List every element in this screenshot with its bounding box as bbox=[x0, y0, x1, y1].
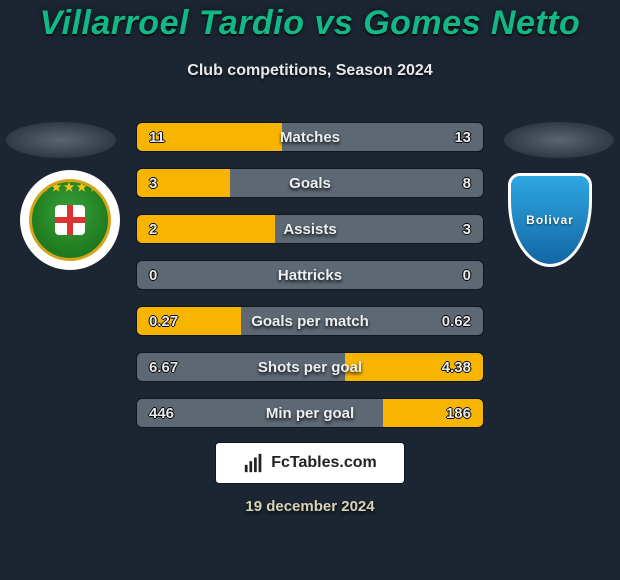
page-title: Villarroel Tardio vs Gomes Netto bbox=[0, 4, 620, 43]
chart-icon bbox=[243, 452, 265, 474]
stat-row: 23Assists bbox=[136, 214, 484, 244]
stat-row: 6.674.38Shots per goal bbox=[136, 352, 484, 382]
stat-metric-label: Matches bbox=[137, 123, 483, 151]
slot-left-ellipse bbox=[6, 122, 116, 158]
brand-text: FcTables.com bbox=[271, 454, 377, 472]
stat-row: 0.270.62Goals per match bbox=[136, 306, 484, 336]
stat-row: 1113Matches bbox=[136, 122, 484, 152]
date-text: 19 december 2024 bbox=[0, 498, 620, 515]
stat-metric-label: Goals bbox=[137, 169, 483, 197]
stat-row: 00Hattricks bbox=[136, 260, 484, 290]
stats-list: 1113Matches 38Goals 23Assists 00Hattricks 0.… bbox=[136, 122, 484, 444]
slot-right-ellipse bbox=[504, 122, 614, 158]
comparison-card: Villarroel Tardio vs Gomes Netto Club co… bbox=[0, 0, 620, 580]
stat-metric-label: Assists bbox=[137, 215, 483, 243]
stat-metric-label: Hattricks bbox=[137, 261, 483, 289]
brand-box: FcTables.com bbox=[215, 442, 405, 484]
stat-metric-label: Shots per goal bbox=[137, 353, 483, 381]
stat-metric-label: Goals per match bbox=[137, 307, 483, 335]
page-subtitle: Club competitions, Season 2024 bbox=[0, 62, 620, 80]
club-crest-bolivar-label: Bolivar bbox=[526, 213, 574, 227]
stat-metric-label: Min per goal bbox=[137, 399, 483, 427]
club-badge-left bbox=[20, 170, 120, 270]
club-badge-right: Bolivar bbox=[500, 170, 600, 270]
club-crest-oriente bbox=[29, 179, 111, 261]
stat-row: 38Goals bbox=[136, 168, 484, 198]
stat-row: 446186Min per goal bbox=[136, 398, 484, 428]
club-crest-bolivar: Bolivar bbox=[508, 173, 592, 267]
